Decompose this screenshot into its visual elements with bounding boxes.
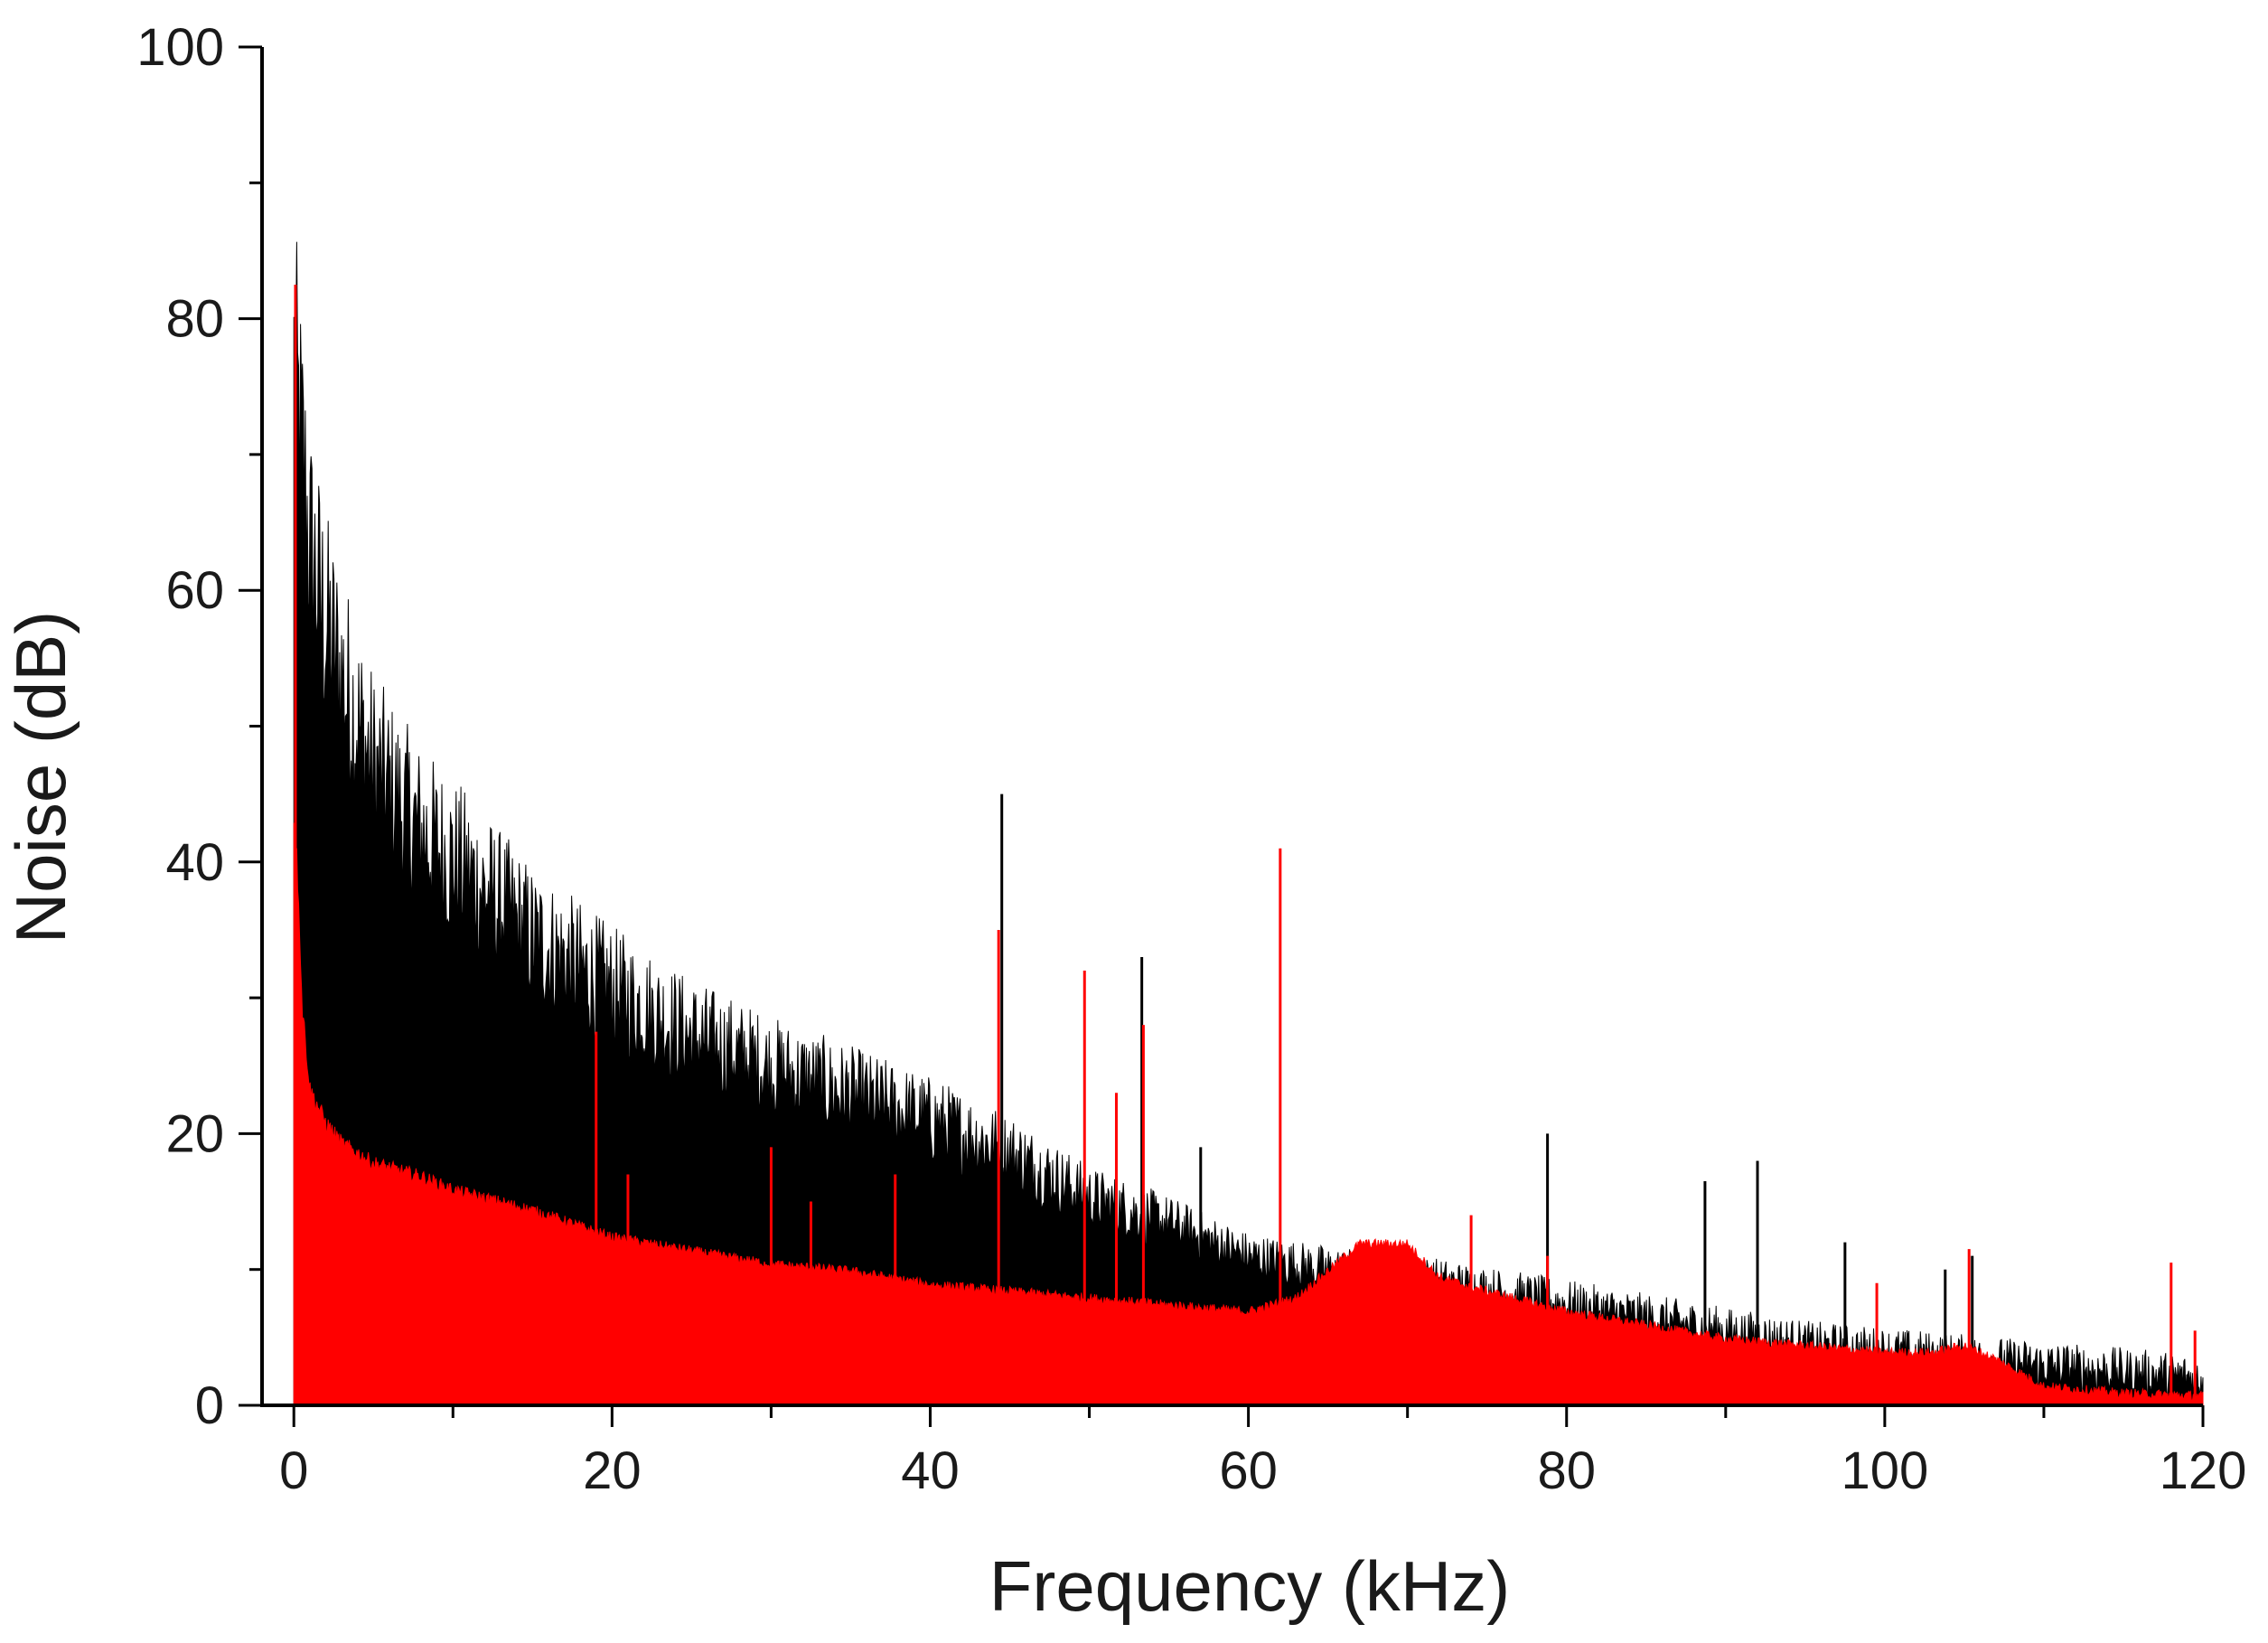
y-tick-label: 80 <box>165 290 224 349</box>
x-tick-label: 20 <box>583 1441 642 1500</box>
y-tick-label: 20 <box>165 1104 224 1163</box>
plot-area <box>293 241 2204 1406</box>
series-2-area <box>293 822 2204 1406</box>
y-axis-title: Noise (dB) <box>1 611 80 944</box>
y-tick-label: 0 <box>195 1376 224 1435</box>
x-tick-label: 40 <box>901 1441 960 1500</box>
x-axis-title: Frequency (kHz) <box>989 1546 1510 1626</box>
x-tick-label: 80 <box>1537 1441 1596 1500</box>
x-tick-label: 60 <box>1219 1441 1278 1500</box>
y-tick-labels: 0 20 40 60 80 100 <box>136 18 224 1435</box>
x-tick-labels: 0 20 40 60 80 100 120 <box>279 1441 2246 1500</box>
y-tick-label: 60 <box>165 561 224 620</box>
y-tick-label: 100 <box>136 18 224 77</box>
axes <box>239 45 2205 1427</box>
y-tick-label: 40 <box>165 833 224 892</box>
x-tick-label: 100 <box>1841 1441 1928 1500</box>
x-tick-label: 120 <box>2160 1441 2247 1500</box>
x-tick-label: 0 <box>279 1441 308 1500</box>
